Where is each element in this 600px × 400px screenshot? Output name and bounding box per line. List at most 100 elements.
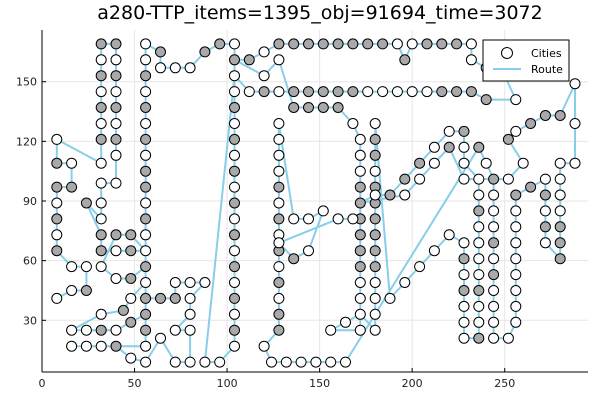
city-point [554,237,566,249]
city-point [347,86,359,98]
city-point [80,261,92,273]
city-point [488,300,500,312]
y-tick-label: 30 [23,314,37,327]
city-point [539,189,551,201]
x-tick-label: 0 [39,377,46,390]
city-point [377,38,389,50]
city-point [140,38,152,50]
city-point [384,189,396,201]
city-point [80,197,92,209]
city-point [332,102,344,113]
city-point [510,300,522,312]
city-point [273,197,285,209]
city-point [569,118,581,129]
city-point [317,205,329,217]
city-point [169,62,181,74]
city-point [384,292,396,304]
city-point [155,292,166,304]
city-point [525,181,537,193]
city-point [340,316,351,328]
city-point [458,269,470,281]
city-point [140,165,152,177]
city-point [288,213,300,225]
city-point [110,149,122,161]
city-point [288,102,300,113]
city-point [458,237,470,249]
city-point [354,308,366,320]
city-point [354,324,366,336]
city-point [95,229,107,241]
city-point [140,86,152,98]
city-point [539,173,551,185]
city-point [140,149,152,161]
city-point [117,304,129,316]
city-point [473,285,485,296]
city-point [229,308,240,320]
city-point [539,205,551,217]
city-point [169,277,181,288]
city-point [554,189,566,201]
city-point [406,86,418,98]
city-point [169,324,181,336]
city-point [95,245,107,257]
city-point [317,102,329,113]
city-point [66,285,78,296]
city-point [155,62,166,74]
city-point [95,324,107,336]
city-point [229,54,240,66]
city-point [140,181,152,193]
city-point [80,324,92,336]
city-point [443,125,455,137]
city-point [465,86,477,98]
city-point [273,277,285,288]
city-point [510,189,522,201]
city-point [510,125,522,137]
city-point [488,332,500,344]
city-point [229,261,240,273]
city-point [569,157,581,169]
city-point [303,213,314,225]
city-point [140,229,152,241]
city-point [273,86,285,98]
city-point [273,38,285,50]
city-point [229,324,240,336]
city-point [125,245,137,257]
city-point [229,277,240,288]
city-point [110,177,122,189]
city-point [569,78,581,90]
city-point [502,133,514,145]
city-point [140,292,152,304]
city-point [414,157,426,169]
city-point [451,86,463,98]
city-point [332,38,344,50]
city-point [473,332,485,344]
city-point [229,197,240,209]
city-point [554,173,566,185]
city-point [303,102,314,113]
city-point [488,316,500,328]
city-point [140,197,152,209]
city-point [66,324,78,336]
city-point [266,356,277,368]
city-point [369,245,381,257]
city-point [354,245,366,257]
city-point [369,133,381,145]
city-point [229,229,240,241]
city-point [110,38,122,50]
city-point [214,38,226,50]
city-point [140,340,152,352]
city-point [340,356,351,368]
city-point [406,38,418,50]
city-point [125,352,137,364]
city-point [110,54,122,66]
city-point [125,292,137,304]
y-tick-label: 60 [23,255,37,268]
city-point [303,38,314,50]
city-point [303,86,314,98]
city-point [273,237,285,249]
city-point [66,157,78,169]
city-point [458,316,470,328]
x-tick-label: 150 [309,377,330,390]
city-point [473,316,485,328]
city-point [399,173,411,185]
